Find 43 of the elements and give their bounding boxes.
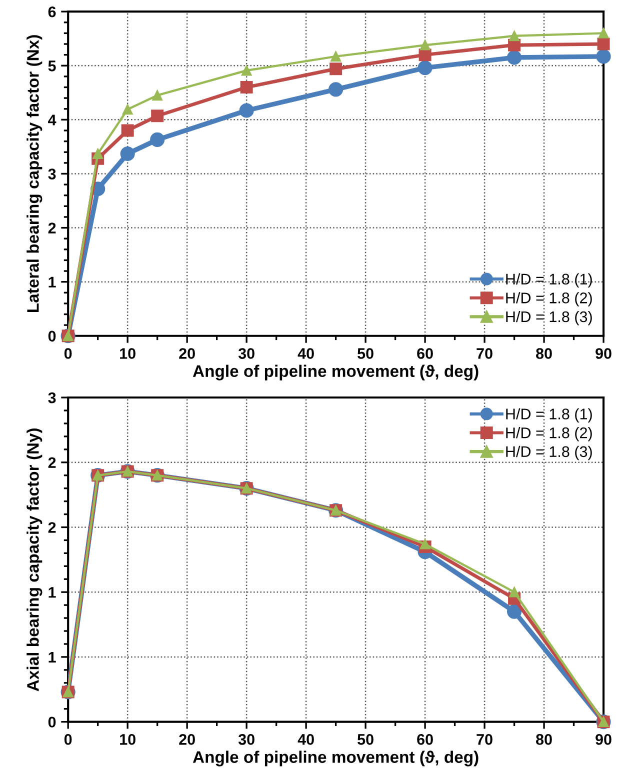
legend-label: H/D = 1.8 (3) (506, 310, 592, 326)
legend-label: H/D = 1.8 (2) (506, 427, 592, 442)
x-axis-title: Angle of pipeline movement (ϑ, deg) (192, 364, 478, 380)
x-tick-label: 0 (64, 734, 72, 745)
x-tick-label: 80 (536, 734, 552, 745)
y-tick-label: 1 (48, 587, 56, 598)
y-axis-title: Lateral bearing capacity factor (Nx) (26, 35, 42, 312)
legend-label: H/D = 1.8 (3) (506, 446, 592, 460)
x-tick-label: 60 (417, 348, 433, 359)
x-tick-label: 50 (358, 348, 374, 359)
x-tick-label: 40 (298, 734, 314, 745)
x-tick-label: 30 (238, 348, 254, 359)
x-tick-label: 10 (120, 734, 136, 745)
y-tick-label: 3 (48, 392, 56, 404)
y-tick-label: 0 (48, 330, 56, 342)
x-tick-label: 80 (536, 348, 552, 359)
x-tick-label: 90 (596, 734, 612, 745)
y-tick-label: 2 (48, 522, 56, 533)
x-tick-label: 0 (64, 348, 72, 359)
x-tick-label: 90 (596, 348, 612, 359)
x-tick-label: 20 (179, 734, 195, 745)
y-tick-label: 3 (48, 168, 56, 180)
x-tick-label: 50 (358, 734, 374, 745)
y-axis-title: Axial bearing capacity factor (Ny) (26, 428, 42, 692)
x-tick-label: 20 (179, 348, 195, 359)
x-tick-label: 30 (238, 734, 254, 745)
y-tick-label: 4 (48, 114, 56, 126)
x-tick-label: 40 (298, 348, 314, 359)
legend-label: H/D = 1.8 (1) (506, 408, 592, 422)
x-tick-label: 70 (476, 734, 492, 745)
x-tick-label: 70 (476, 348, 492, 359)
legend-label: H/D = 1.8 (2) (506, 292, 592, 306)
x-tick-label: 10 (120, 348, 136, 359)
y-tick-label: 2 (48, 457, 56, 468)
y-tick-label: 1 (48, 276, 56, 288)
y-tick-label: 1 (48, 652, 56, 662)
x-axis-title: Angle of pipeline movement (ϑ, deg) (192, 750, 478, 766)
x-tick-label: 60 (417, 734, 433, 745)
legend-label: H/D = 1.8 (1) (506, 273, 592, 288)
y-tick-label: 5 (48, 60, 56, 72)
y-tick-label: 6 (48, 6, 56, 18)
y-tick-label: 2 (48, 222, 56, 234)
y-tick-label: 0 (48, 716, 56, 728)
